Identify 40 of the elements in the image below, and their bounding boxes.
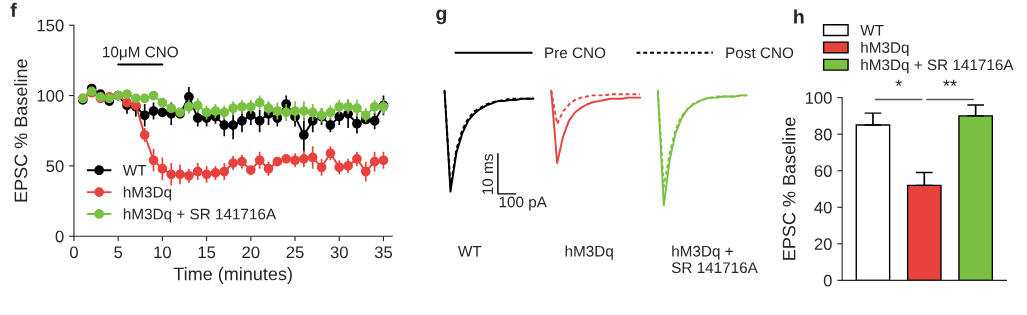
- y-axis-title: EPSC % Baseline: [782, 117, 796, 260]
- y-tick-label: 100: [805, 92, 832, 104]
- y-tick-label: 20: [814, 238, 832, 251]
- y-tick-label: 0: [823, 274, 832, 287]
- chart-title: h: [794, 9, 804, 24]
- text: hM3Dq + SR 141716A: [671, 245, 758, 274]
- x-tick-label: 35: [374, 246, 393, 259]
- legend-label: hM3Dq: [861, 41, 909, 56]
- legend-label: Pre CNO: [545, 47, 606, 59]
- annotation: 10μM CNO: [103, 46, 178, 61]
- y-tick-label: 80: [814, 128, 832, 141]
- y-tick-label: 50: [46, 160, 64, 173]
- y-tick-label: 150: [37, 19, 64, 32]
- legend-label: Post CNO: [726, 47, 794, 59]
- x-tick-label: 5: [114, 246, 123, 259]
- legend-label: WT: [860, 24, 884, 36]
- x-tick-label: 30: [330, 246, 348, 259]
- y-axis-title: EPSC % Baseline: [14, 59, 28, 202]
- annotation: 10 ms: [482, 154, 494, 195]
- x-tick-label: 10: [154, 246, 171, 259]
- chart-title: g: [436, 9, 447, 25]
- text: WT: [457, 245, 482, 257]
- text: hM3Dq: [565, 245, 613, 260]
- text: **: [943, 79, 957, 86]
- annotation: 100 pA: [499, 196, 547, 211]
- y-tick-label: 0: [55, 230, 64, 243]
- y-tick-label: 40: [814, 201, 832, 214]
- x-tick-label: 20: [242, 246, 260, 259]
- legend-label: hM3Dq + SR 141716A: [861, 59, 1014, 74]
- y-tick-label: 100: [37, 89, 64, 102]
- legend-label: hM3Dq + SR 141716A: [123, 208, 277, 223]
- legend-label: WT: [122, 165, 147, 176]
- x-tick-label: 25: [286, 246, 304, 259]
- x-axis-title: Time (minutes): [173, 267, 292, 284]
- text: *: [895, 79, 902, 86]
- chart-title: f: [10, 2, 17, 17]
- x-tick-label: 0: [69, 246, 78, 259]
- x-tick-label: 15: [198, 246, 216, 259]
- y-tick-label: 60: [814, 165, 832, 177]
- legend-label: hM3Dq: [123, 186, 172, 201]
